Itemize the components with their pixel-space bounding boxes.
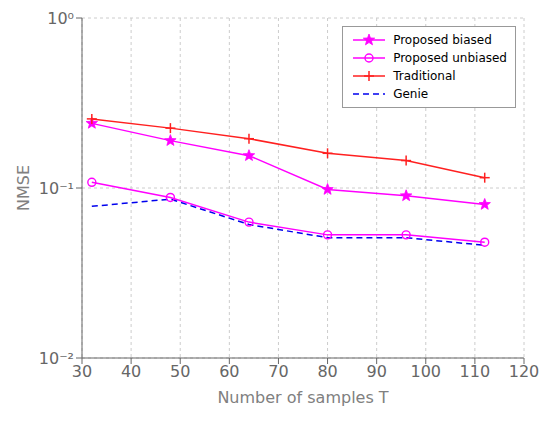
- svg-text:60: 60: [219, 362, 239, 381]
- svg-text:10⁻²: 10⁻²: [39, 349, 74, 368]
- html-text:Genie: Genie: [393, 87, 429, 101]
- svg-text:70: 70: [268, 362, 288, 381]
- svg-text:30: 30: [72, 362, 92, 381]
- svg-text:Number of samples T: Number of samples T: [217, 388, 388, 407]
- svg-text:10⁻¹: 10⁻¹: [39, 179, 74, 198]
- svg-text:80: 80: [317, 362, 337, 381]
- html-text:Proposed biased: Proposed biased: [393, 33, 492, 47]
- svg-text:40: 40: [121, 362, 141, 381]
- svg-text:50: 50: [170, 362, 190, 381]
- svg-text:90: 90: [366, 362, 386, 381]
- svg-text:120: 120: [509, 362, 540, 381]
- svg-text:NMSE: NMSE: [14, 165, 33, 211]
- html-text:Traditional: Traditional: [393, 69, 456, 83]
- html-text:Proposed unbiased: Proposed unbiased: [393, 51, 507, 65]
- svg-text:10⁰: 10⁰: [47, 9, 74, 28]
- svg-text:100: 100: [411, 362, 442, 381]
- svg-text:110: 110: [460, 362, 491, 381]
